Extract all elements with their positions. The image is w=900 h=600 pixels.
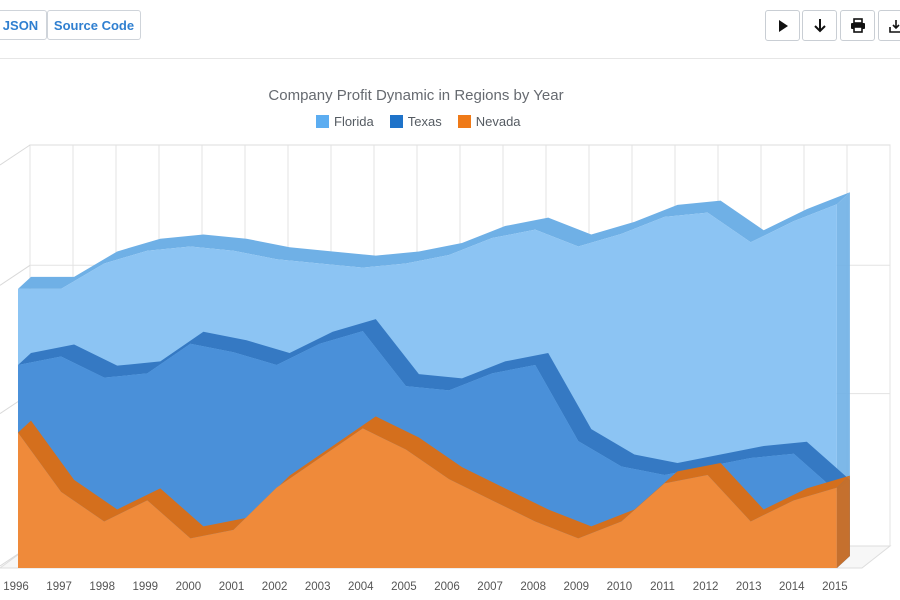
x-tick-label: 2010 (607, 581, 633, 593)
area-top-nevada (18, 416, 850, 539)
x-tick-label: 1998 (89, 581, 115, 593)
play-button[interactable] (765, 10, 800, 41)
x-tick-label: 2013 (736, 581, 762, 593)
chart-title: Company Profit Dynamic in Regions by Yea… (268, 87, 564, 104)
legend-item-texas[interactable]: Texas (389, 113, 442, 129)
x-tick-label: 2007 (477, 581, 503, 593)
area-top-florida (18, 192, 850, 289)
x-tick-label: 2002 (262, 581, 288, 593)
x-tick-label: 2003 (305, 581, 331, 593)
x-tick-label: 2009 (564, 581, 590, 593)
side-wall-line (0, 144, 31, 166)
x-tick-label: 2015 (822, 581, 848, 593)
x-tick-label: 2000 (176, 581, 202, 593)
play-icon (779, 20, 788, 32)
export-icon (889, 20, 900, 33)
export-button[interactable] (878, 10, 900, 41)
legend-item-nevada[interactable]: Nevada (457, 113, 521, 129)
tab-json[interactable]: JSON (0, 10, 47, 40)
chart-legend: Florida Texas Nevada (316, 113, 537, 129)
download-button[interactable] (802, 10, 837, 41)
toolbar: JSON Source Code (0, 0, 900, 59)
x-tick-label: 2014 (779, 581, 805, 593)
print-icon (851, 18, 865, 33)
tab-source-code[interactable]: Source Code (47, 10, 141, 40)
x-tick-label: 2008 (520, 581, 546, 593)
legend-item-florida[interactable]: Florida (316, 114, 374, 129)
x-tick-label: 2011 (650, 581, 675, 593)
x-tick-label: 2006 (434, 581, 460, 593)
legend-label-texas: Texas (407, 113, 442, 129)
x-tick-label: 2012 (693, 581, 719, 593)
x-tick-label: 2004 (348, 581, 374, 593)
x-tick-label: 2001 (219, 581, 245, 593)
print-button[interactable] (840, 10, 875, 41)
area-side-nevada (836, 475, 850, 568)
x-tick-label: 2005 (391, 581, 417, 593)
x-tick-label: 1996 (3, 581, 29, 593)
side-wall-line (0, 264, 31, 286)
area-nevada (18, 428, 837, 568)
download-icon (814, 19, 826, 33)
legend-label-florida: Florida (334, 113, 374, 129)
x-tick-label: 1997 (46, 581, 72, 593)
legend-swatch-texas (389, 114, 403, 128)
x-tick-label: 1999 (133, 581, 159, 593)
legend-swatch-florida (316, 114, 329, 128)
legend-label-nevada: Nevada (475, 113, 521, 129)
legend-swatch-nevada (457, 114, 471, 128)
